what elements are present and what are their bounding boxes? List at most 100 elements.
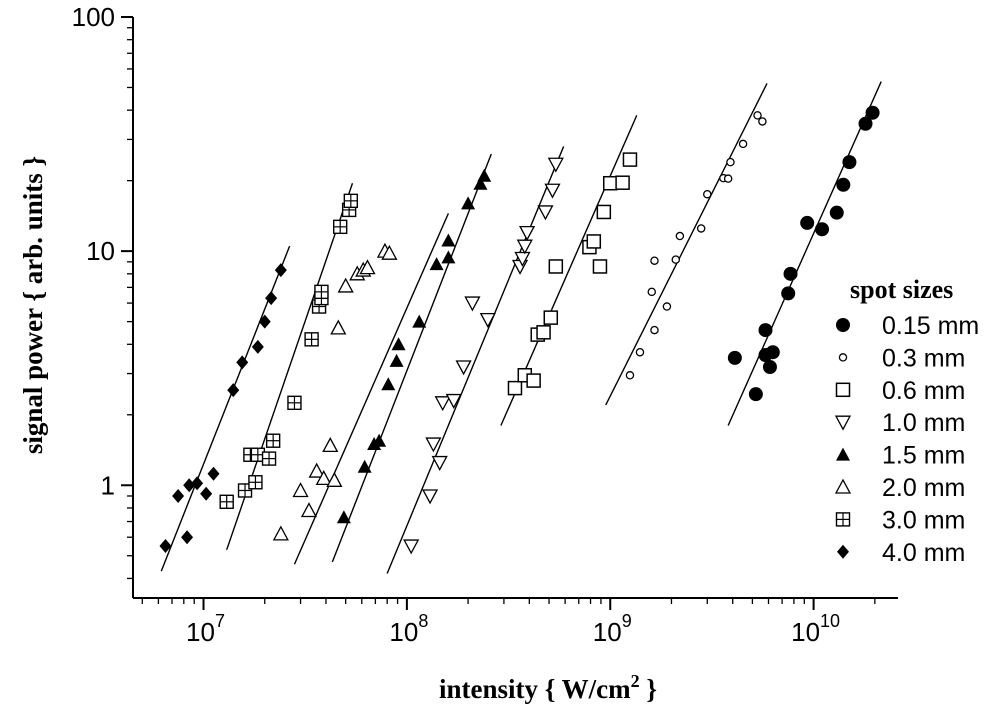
data-point: [592, 259, 608, 274]
legend-label: 1.0 mm: [882, 409, 965, 437]
legend-label: 0.3 mm: [882, 344, 965, 372]
legend-label: 0.15 mm: [882, 312, 979, 340]
data-point: [800, 215, 815, 230]
data-point: [526, 373, 541, 388]
fit-lines: [160, 81, 882, 574]
y-tick-label: 100: [72, 2, 115, 32]
legend: spot sizes 0.15 mm 0.3 mm 0.6 mm 1.0 mm 1.5 …: [834, 275, 979, 567]
x-axis-label: intensity { W/cm2 }: [439, 671, 657, 704]
x-axis-label-main: intensity { W/cm: [439, 674, 631, 704]
legend-label: 4.0 mm: [882, 539, 965, 567]
data-point: [207, 466, 220, 481]
data-point: [726, 157, 735, 167]
data-point: [445, 393, 462, 409]
data-point: [461, 196, 476, 210]
data-point: [518, 225, 536, 241]
data-point: [304, 332, 319, 347]
data-point: [336, 510, 351, 524]
data-point: [842, 155, 857, 170]
data-point: [183, 478, 196, 493]
legend-item: 1.0 mm: [834, 409, 965, 437]
data-point: [425, 437, 442, 453]
legend-label: 1.5 mm: [882, 442, 965, 470]
data-point: [783, 266, 798, 281]
data-point: [477, 168, 492, 182]
data-point: [251, 339, 264, 354]
data-point: [287, 395, 302, 411]
data-point: [548, 259, 564, 274]
x-tick-base: 10: [791, 617, 820, 647]
legend-marker: [838, 353, 848, 362]
data-point: [738, 139, 748, 149]
x-tick-exponent: 9: [622, 611, 632, 631]
x-tick-base: 10: [389, 617, 418, 647]
data-point: [622, 152, 638, 167]
data-point: [536, 325, 551, 340]
legend-marker: [837, 544, 849, 559]
y-axis-label: signal power { arb. units }: [18, 156, 48, 454]
legend-marker: [835, 512, 851, 527]
data-point: [236, 355, 249, 370]
data-point: [381, 377, 396, 391]
legend-marker: [836, 318, 850, 332]
data-point: [753, 111, 762, 120]
data-point: [544, 183, 561, 199]
data-point: [479, 312, 496, 328]
data-point: [322, 437, 339, 453]
data-point: [507, 380, 523, 396]
data-point: [723, 174, 733, 183]
x-tick-base: 10: [186, 617, 215, 647]
data-point: [516, 239, 533, 255]
x-tick-exponent: 7: [215, 611, 225, 631]
data-point: [330, 319, 347, 335]
data-point: [829, 205, 844, 220]
data-point: [191, 476, 204, 491]
data-point: [272, 525, 289, 541]
data-point: [514, 251, 531, 267]
data-point: [650, 325, 659, 335]
fit-line: [293, 213, 450, 565]
fit-line: [331, 153, 492, 563]
data-point: [357, 459, 372, 473]
y-tick-label: 10: [86, 236, 115, 266]
data-point: [314, 284, 329, 300]
x-tick-base: 10: [593, 617, 622, 647]
data-point: [865, 105, 880, 120]
data-point: [781, 286, 796, 301]
data-point: [625, 371, 635, 380]
legend-item: 0.3 mm: [838, 344, 965, 372]
fit-line: [386, 146, 565, 574]
data-point: [315, 470, 332, 486]
data-point: [547, 157, 564, 173]
data-point: [172, 488, 185, 503]
data-point: [464, 296, 481, 312]
data-point: [258, 314, 271, 329]
legend-item: 0.6 mm: [835, 377, 965, 405]
data-point: [596, 204, 612, 220]
data-point: [389, 353, 404, 367]
x-axis-label-superscript: 2: [631, 671, 640, 691]
data-point: [441, 250, 456, 264]
data-point: [421, 489, 439, 505]
data-point: [261, 451, 277, 466]
data-point: [274, 263, 287, 278]
data-point: [602, 175, 618, 191]
data-point: [511, 259, 529, 275]
data-point: [292, 482, 309, 498]
legend-item: 0.15 mm: [836, 312, 979, 340]
data-points: [159, 105, 880, 555]
data-point: [333, 219, 348, 235]
data-point: [762, 359, 777, 374]
data-point: [455, 360, 472, 376]
x-tick-label: 107: [186, 611, 225, 647]
data-point: [815, 222, 830, 237]
data-point: [758, 323, 773, 338]
data-point: [381, 244, 398, 260]
data-point: [326, 471, 343, 487]
data-point: [391, 337, 406, 351]
data-point: [227, 383, 240, 398]
data-point: [836, 177, 851, 192]
x-tick-label: 1010: [791, 611, 840, 647]
